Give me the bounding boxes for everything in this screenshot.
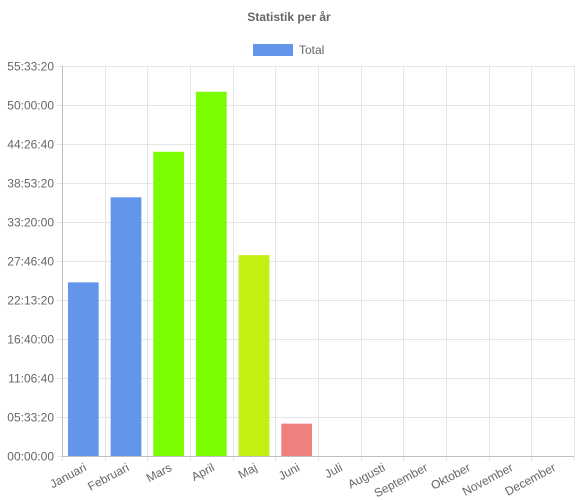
y-tick-label: 00:00:00 (7, 450, 54, 464)
x-tick-label: April (189, 460, 217, 484)
y-tick-label: 16:40:00 (7, 333, 54, 347)
y-tick-label: 05:33:20 (7, 411, 54, 425)
bar-januari[interactable] (67, 282, 99, 456)
legend[interactable]: Total (253, 43, 324, 57)
bar-maj[interactable] (238, 255, 270, 456)
y-tick-label: 38:53:20 (7, 177, 54, 191)
x-tick-label: Februari (85, 460, 131, 493)
y-tick-label: 22:13:20 (7, 294, 54, 308)
bar-april[interactable] (195, 91, 227, 457)
bars[interactable] (67, 91, 313, 457)
bar-februari[interactable] (110, 197, 142, 456)
x-tick-label: Januari (47, 460, 88, 491)
y-tick-label: 27:46:40 (7, 255, 54, 269)
legend-label-total[interactable]: Total (299, 43, 324, 57)
legend-swatch-total[interactable] (253, 44, 293, 56)
y-tick-label: 33:20:00 (7, 216, 54, 230)
x-tick-label: Juli (322, 460, 344, 481)
y-tick-label: 11:06:40 (8, 372, 54, 386)
y-tick-label: 55:33:20 (7, 60, 54, 74)
bar-mars[interactable] (153, 151, 185, 456)
x-tick-label: Mars (144, 460, 174, 485)
chart-title: Statistik per år (247, 10, 331, 24)
y-axis-ticks: 00:00:00 05:33:20 11:06:40 16:40:00 22:13:20… (7, 60, 54, 464)
y-tick-label: 44:26:40 (7, 138, 54, 152)
x-tick-label: Maj (236, 460, 260, 481)
bar-juni[interactable] (281, 423, 313, 456)
y-tick-label: 50:00:00 (7, 99, 54, 113)
x-tick-label: Juni (276, 460, 302, 483)
